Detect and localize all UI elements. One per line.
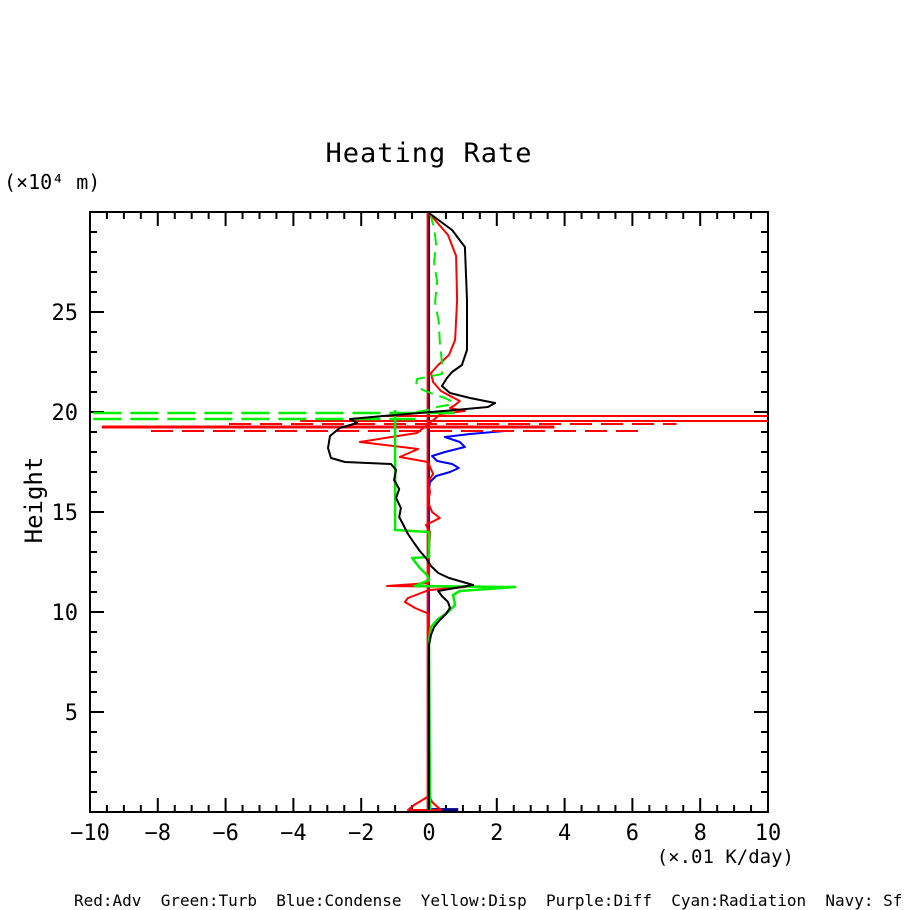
y-tick-label: 25: [52, 301, 79, 326]
x-tick-label: 10: [755, 821, 782, 846]
x-tick-label: −10: [70, 821, 110, 846]
x-axis-unit-label: (×.01 K/day): [656, 846, 794, 868]
x-tick-label: −4: [280, 821, 307, 846]
x-tick-label: −8: [145, 821, 172, 846]
series-turb-green-dash-curve-upper: [411, 212, 455, 414]
y-tick-label: 5: [65, 701, 78, 726]
x-tick-label: 8: [694, 821, 707, 846]
y-tick-label: 20: [52, 401, 79, 426]
x-tick-label: 0: [422, 821, 435, 846]
series-unlabeled-black-curve: [327, 212, 497, 810]
series-condense-blue: [428, 430, 505, 810]
chart-title: Heating Rate: [325, 138, 533, 169]
x-tick-label: 2: [490, 821, 503, 846]
y-tick-label: 10: [52, 601, 79, 626]
y-tick-label: 15: [52, 501, 79, 526]
y-axis-unit-label: (×10⁴ m): [4, 170, 101, 194]
x-tick-label: 4: [558, 821, 571, 846]
series-adv-red-curve: [358, 212, 467, 811]
x-tick-label: −6: [212, 821, 239, 846]
x-tick-label: 6: [626, 821, 639, 846]
x-tick-label: −2: [348, 821, 375, 846]
